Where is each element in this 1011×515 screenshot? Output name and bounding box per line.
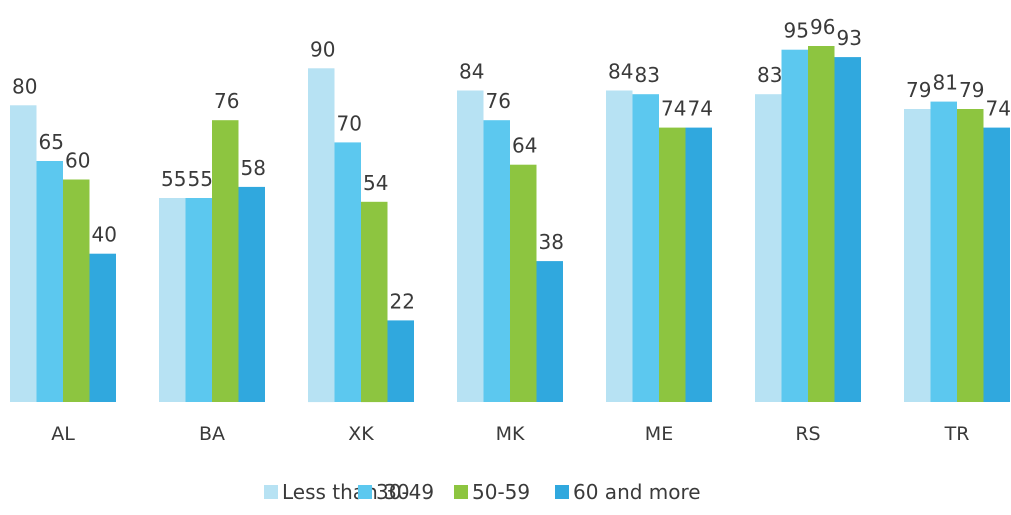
bar-al-series-3	[63, 179, 90, 402]
bar-mk-series-4	[536, 261, 563, 402]
bar-rs-series-1	[755, 94, 782, 402]
bar-rs-series-2	[781, 49, 808, 402]
x-tick-label-ba: BA	[199, 423, 225, 445]
legend-label-series-4: 60 and more	[573, 480, 701, 504]
x-tick-label-mk: MK	[496, 423, 525, 445]
data-label-al-series-3: 60	[65, 149, 90, 173]
bar-mk-series-3	[510, 164, 537, 402]
data-label-xk-series-1: 90	[310, 37, 335, 61]
data-label-al-series-1: 80	[12, 74, 37, 98]
data-label-rs-series-2: 95	[784, 19, 809, 43]
bar-tr-series-2	[930, 101, 957, 402]
bar-me-series-4	[685, 127, 712, 402]
x-tick-label-rs: RS	[795, 423, 820, 445]
bar-al-series-4	[89, 253, 116, 402]
data-label-ba-series-2: 55	[188, 167, 213, 191]
legend-label-series-3: 50-59	[472, 480, 530, 504]
data-label-mk-series-4: 38	[539, 230, 564, 254]
bar-me-series-3	[659, 127, 686, 402]
legend-swatch-series-4	[555, 485, 569, 499]
data-label-rs-series-4: 93	[837, 26, 862, 50]
data-label-rs-series-1: 83	[757, 63, 782, 87]
x-axis: AL BA XK MK ME RS TR	[51, 423, 969, 445]
x-tick-label-al: AL	[51, 423, 75, 445]
data-label-me-series-4: 74	[688, 97, 713, 121]
data-label-ba-series-4: 58	[241, 156, 266, 180]
data-label-xk-series-3: 54	[363, 171, 388, 195]
bar-ba-series-4	[238, 186, 265, 402]
data-label-tr-series-2: 81	[933, 71, 958, 95]
bar-mk-series-2	[483, 120, 510, 402]
legend-swatch-series-3	[454, 485, 468, 499]
data-label-al-series-2: 65	[39, 130, 64, 154]
bar-tr-series-4	[983, 127, 1010, 402]
data-label-al-series-4: 40	[92, 223, 117, 247]
x-tick-label-xk: XK	[348, 423, 374, 445]
legend-swatch-series-2	[358, 485, 372, 499]
legend-swatch-series-1	[264, 485, 278, 499]
data-label-ba-series-3: 76	[214, 89, 239, 113]
data-label-mk-series-2: 76	[486, 89, 511, 113]
data-label-mk-series-3: 64	[512, 134, 537, 158]
data-label-me-series-2: 83	[635, 63, 660, 87]
data-label-tr-series-4: 74	[986, 97, 1011, 121]
data-label-tr-series-1: 79	[906, 78, 931, 102]
bar-mk-series-1	[457, 90, 484, 402]
x-tick-label-tr: TR	[944, 423, 970, 445]
bar-me-series-1	[606, 90, 633, 402]
x-tick-label-me: ME	[645, 423, 673, 445]
data-label-ba-series-1: 55	[161, 167, 186, 191]
bars-layer	[10, 46, 1010, 403]
data-label-tr-series-3: 79	[959, 78, 984, 102]
bar-me-series-2	[632, 94, 659, 402]
data-label-me-series-3: 74	[661, 97, 686, 121]
data-label-rs-series-3: 96	[810, 15, 835, 39]
bar-al-series-2	[36, 161, 63, 402]
bar-ba-series-2	[185, 198, 212, 402]
bar-xk-series-3	[361, 201, 388, 403]
legend-label-series-2: 30-49	[376, 480, 434, 504]
bar-ba-series-1	[159, 198, 186, 402]
data-label-xk-series-4: 22	[390, 289, 415, 313]
bar-xk-series-4	[387, 320, 414, 402]
bar-tr-series-3	[957, 109, 984, 402]
bar-rs-series-4	[834, 57, 861, 402]
data-label-me-series-1: 84	[608, 60, 633, 84]
bar-xk-series-1	[308, 68, 335, 403]
bar-tr-series-1	[904, 109, 931, 402]
legend-label-series-1: Less than 30	[282, 480, 410, 504]
bar-xk-series-2	[334, 142, 361, 402]
data-label-mk-series-1: 84	[459, 60, 484, 84]
bar-al-series-1	[10, 105, 37, 403]
data-label-xk-series-2: 70	[337, 111, 362, 135]
bar-ba-series-3	[212, 120, 239, 402]
bar-rs-series-3	[808, 46, 835, 402]
